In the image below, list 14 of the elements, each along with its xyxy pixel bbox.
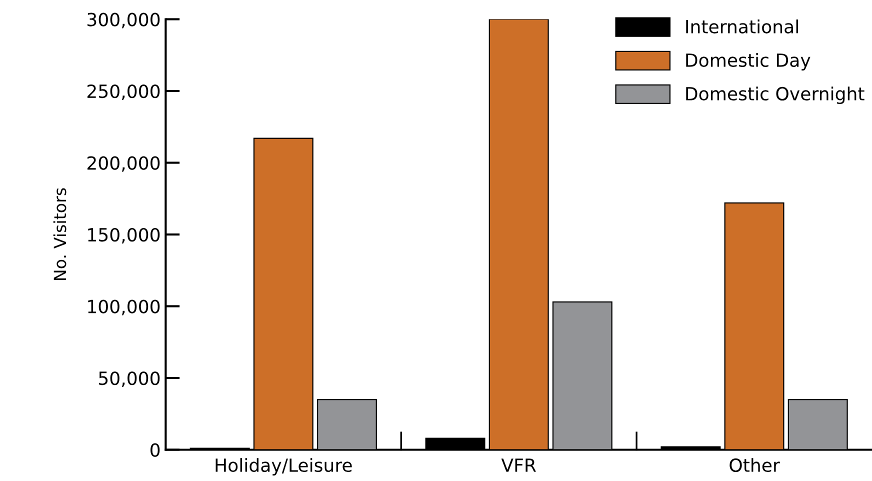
y-tick-label: 250,000 — [87, 84, 160, 100]
y-tick-label: 200,000 — [87, 156, 160, 172]
x-tick-label: Other — [730, 458, 780, 472]
y-tick-label: 0 — [150, 443, 160, 457]
legend-label: Domestic Day — [686, 53, 810, 70]
y-axis-title: No. Visitors — [53, 188, 66, 280]
legend-label: International — [686, 19, 798, 34]
y-tick-label: 150,000 — [88, 228, 160, 244]
y-tick-label: 50,000 — [99, 371, 160, 387]
x-tick-label: Holiday/Leisure — [216, 458, 352, 476]
x-tick-label: VFR — [501, 458, 536, 472]
legend-label: Domestic Overnight — [686, 86, 864, 104]
y-tick-label: 100,000 — [88, 300, 160, 316]
y-tick-label: 300,000 — [88, 12, 160, 28]
